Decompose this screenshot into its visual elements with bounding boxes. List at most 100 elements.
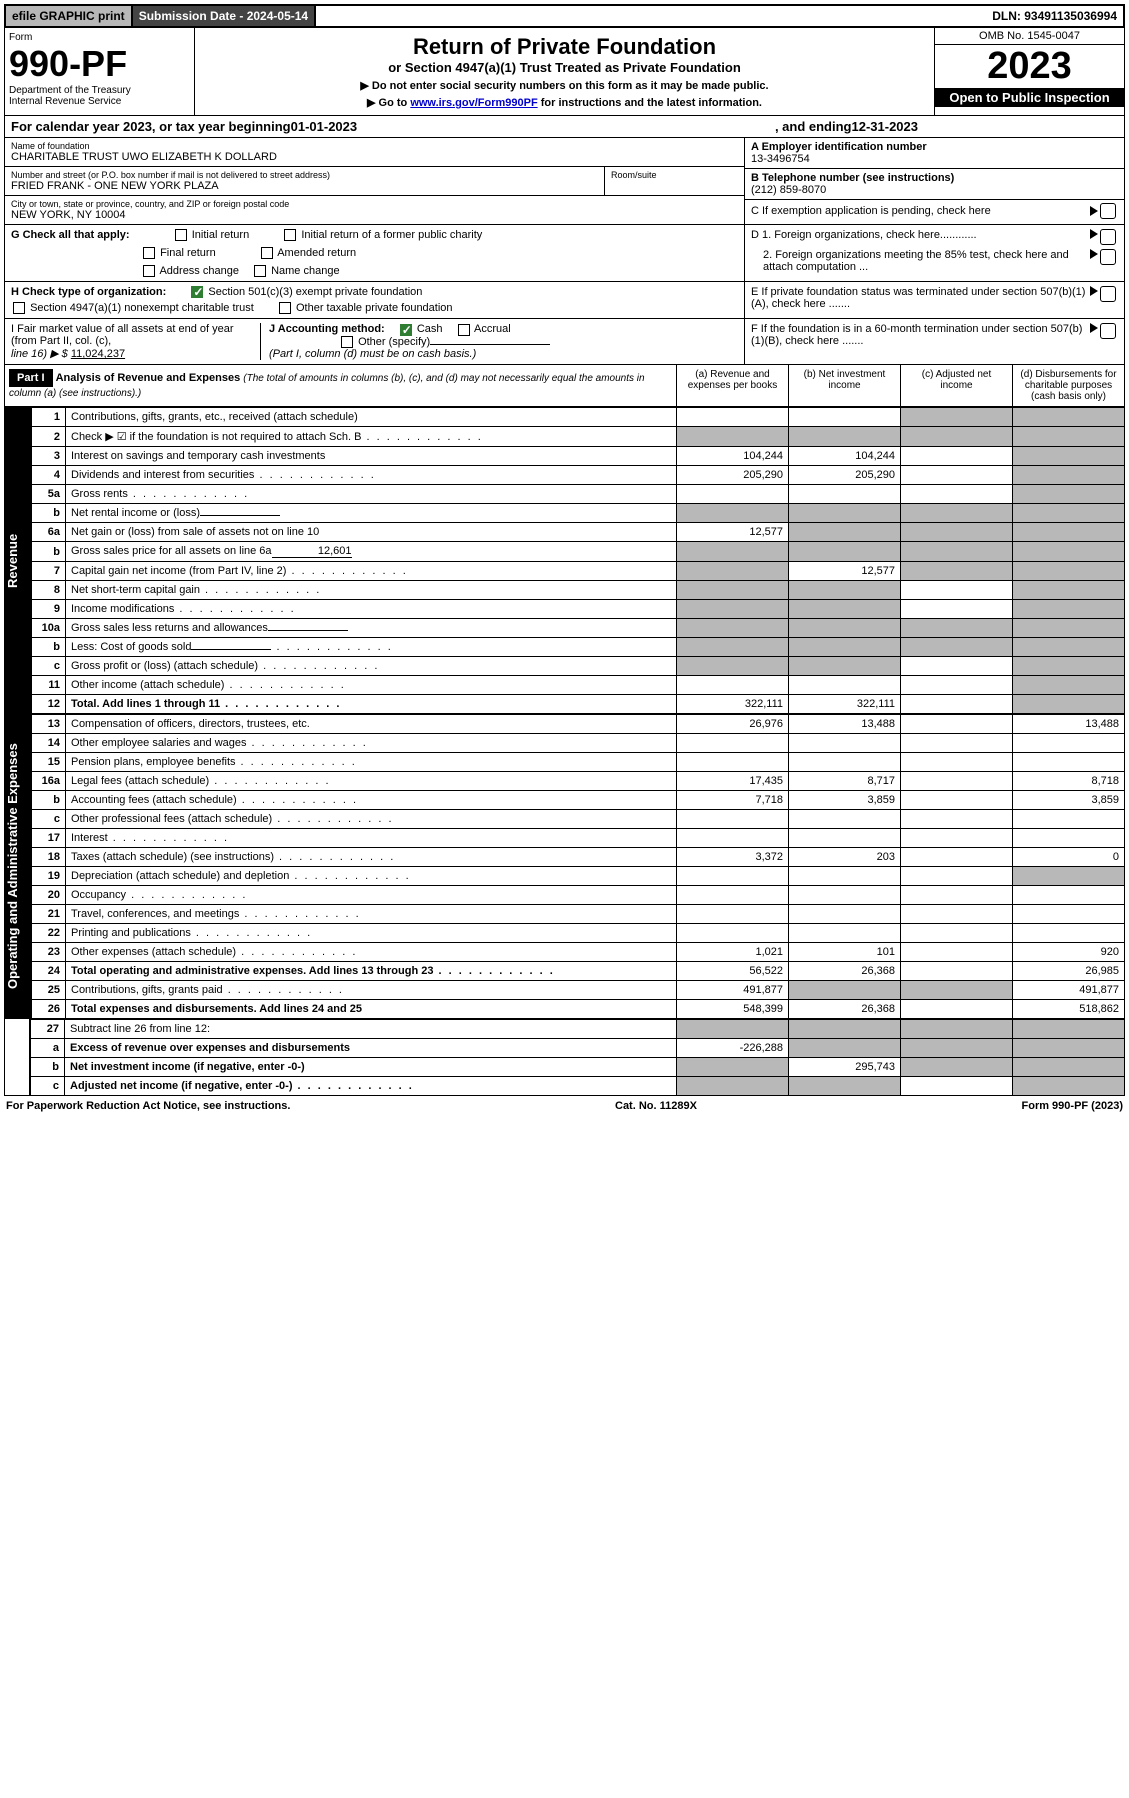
h-other-checkbox[interactable] [279, 302, 291, 314]
cell-value [677, 427, 789, 447]
cell-value [1013, 485, 1125, 504]
cell-value [677, 886, 789, 905]
cell-value [1013, 1039, 1125, 1058]
col-c-header: (c) Adjusted net income [900, 365, 1012, 406]
dept-label: Department of the Treasury [9, 85, 190, 96]
table-row: bNet rental income or (loss) [32, 504, 1125, 523]
note-1: ▶ Do not enter social security numbers o… [201, 79, 928, 92]
table-row: 8Net short-term capital gain [32, 581, 1125, 600]
line-label: Total. Add lines 1 through 11 [66, 695, 677, 714]
cell-value [1013, 886, 1125, 905]
cell-value [789, 753, 901, 772]
cell-value [677, 408, 789, 427]
line-label: Contributions, gifts, grants, etc., rece… [66, 408, 677, 427]
bottom-section: 27Subtract line 26 from line 12:aExcess … [4, 1019, 1125, 1096]
line-number: 3 [32, 447, 66, 466]
g-label: G Check all that apply: [11, 229, 130, 241]
j-cash-checkbox[interactable] [400, 324, 412, 336]
cell-value [677, 676, 789, 695]
cell-value [789, 905, 901, 924]
cell-value: 104,244 [789, 447, 901, 466]
table-row: 4Dividends and interest from securities2… [32, 466, 1125, 485]
cell-value [1013, 867, 1125, 886]
cell-value [789, 657, 901, 676]
e-checkbox[interactable] [1100, 286, 1116, 302]
line-number: 9 [32, 600, 66, 619]
cell-value [901, 886, 1013, 905]
cell-value [789, 867, 901, 886]
line-number: 2 [32, 427, 66, 447]
f-checkbox[interactable] [1100, 323, 1116, 339]
g-name-checkbox[interactable] [254, 265, 266, 277]
cell-value: 17,435 [677, 772, 789, 791]
cell-value [677, 504, 789, 523]
irs-link[interactable]: www.irs.gov/Form990PF [410, 97, 537, 109]
table-row: 15Pension plans, employee benefits [32, 753, 1125, 772]
cell-value [677, 657, 789, 676]
efile-label: efile GRAPHIC print [6, 6, 133, 26]
cell-value [901, 1020, 1013, 1039]
cell-value [901, 408, 1013, 427]
line-label: Net investment income (if negative, ente… [65, 1058, 677, 1077]
d2-checkbox[interactable] [1100, 249, 1116, 265]
table-row: 6aNet gain or (loss) from sale of assets… [32, 523, 1125, 542]
line-number: 12 [32, 695, 66, 714]
j-accrual-checkbox[interactable] [458, 324, 470, 336]
form-header: Form 990-PF Department of the Treasury I… [4, 28, 1125, 116]
cell-value [677, 638, 789, 657]
line-label: Gross sales price for all assets on line… [66, 542, 677, 562]
line-label: Interest on savings and temporary cash i… [66, 447, 677, 466]
line-label: Capital gain net income (from Part IV, l… [66, 562, 677, 581]
table-row: 25Contributions, gifts, grants paid491,8… [32, 981, 1125, 1000]
g-amended-checkbox[interactable] [261, 247, 273, 259]
g-initial-former-checkbox[interactable] [284, 229, 296, 241]
identity-block: Name of foundation CHARITABLE TRUST UWO … [4, 138, 1125, 225]
table-row: 23Other expenses (attach schedule)1,0211… [32, 943, 1125, 962]
cell-value [901, 905, 1013, 924]
footer-right: Form 990-PF (2023) [1022, 1100, 1123, 1112]
top-bar: efile GRAPHIC print Submission Date - 20… [4, 4, 1125, 28]
line-label: Legal fees (attach schedule) [66, 772, 677, 791]
line-label: Income modifications [66, 600, 677, 619]
line-label: Travel, conferences, and meetings [66, 905, 677, 924]
col-a-header: (a) Revenue and expenses per books [676, 365, 788, 406]
g-address-checkbox[interactable] [143, 265, 155, 277]
cell-value: 3,372 [677, 848, 789, 867]
arrow-icon [1090, 206, 1098, 216]
cell-value [1013, 753, 1125, 772]
d1-checkbox[interactable] [1100, 229, 1116, 245]
table-row: 9Income modifications [32, 600, 1125, 619]
cell-value [1013, 810, 1125, 829]
line-label: Compensation of officers, directors, tru… [66, 715, 677, 734]
cell-value [1013, 734, 1125, 753]
c-checkbox[interactable] [1100, 203, 1116, 219]
cell-value: 3,859 [1013, 791, 1125, 810]
h-4947-checkbox[interactable] [13, 302, 25, 314]
cell-value [901, 619, 1013, 638]
line-number: c [31, 1077, 65, 1096]
g-initial-checkbox[interactable] [175, 229, 187, 241]
cell-value [1013, 447, 1125, 466]
cell-value [901, 772, 1013, 791]
cell-value [901, 657, 1013, 676]
line-label: Adjusted net income (if negative, enter … [65, 1077, 677, 1096]
table-row: 3Interest on savings and temporary cash … [32, 447, 1125, 466]
cell-value [677, 485, 789, 504]
line-label: Occupancy [66, 886, 677, 905]
cell-value [677, 542, 789, 562]
cell-value: 203 [789, 848, 901, 867]
cell-value: 491,877 [677, 981, 789, 1000]
cell-value: 13,488 [1013, 715, 1125, 734]
g-final-checkbox[interactable] [143, 247, 155, 259]
line-label: Printing and publications [66, 924, 677, 943]
j-other-checkbox[interactable] [341, 336, 353, 348]
table-row: bLess: Cost of goods sold [32, 638, 1125, 657]
cell-value [789, 408, 901, 427]
cell-value [901, 829, 1013, 848]
cell-value: 205,290 [677, 466, 789, 485]
table-row: 7Capital gain net income (from Part IV, … [32, 562, 1125, 581]
h-501c3-checkbox[interactable] [191, 286, 203, 298]
cell-value: 13,488 [789, 715, 901, 734]
cell-value [1013, 466, 1125, 485]
arrow-icon [1090, 249, 1098, 259]
